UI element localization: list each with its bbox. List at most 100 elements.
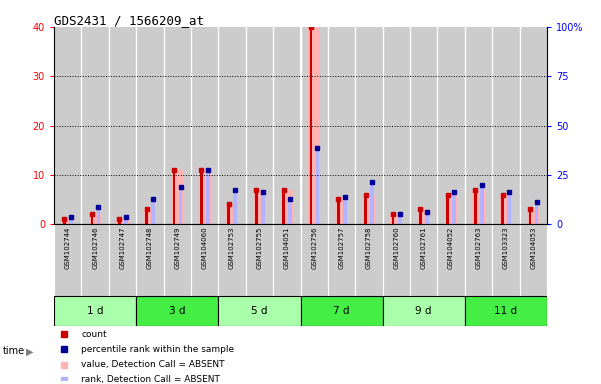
Bar xyxy=(282,190,285,224)
Bar xyxy=(178,187,183,224)
Bar xyxy=(300,27,328,224)
Bar xyxy=(218,27,246,224)
Bar xyxy=(535,202,538,224)
Bar xyxy=(363,195,375,224)
Text: percentile rank within the sample: percentile rank within the sample xyxy=(81,345,234,354)
Text: count: count xyxy=(81,330,107,339)
Bar xyxy=(233,190,237,224)
Bar xyxy=(499,195,512,224)
Text: GSM102761: GSM102761 xyxy=(421,226,427,269)
FancyBboxPatch shape xyxy=(218,224,246,296)
Text: GSM102760: GSM102760 xyxy=(393,226,399,269)
Bar xyxy=(355,27,383,224)
Bar xyxy=(171,170,183,224)
Bar xyxy=(255,190,257,224)
Bar xyxy=(445,195,457,224)
Bar xyxy=(91,214,93,224)
Bar xyxy=(474,190,477,224)
Bar xyxy=(392,214,394,224)
Bar xyxy=(118,219,121,224)
Text: GSM102756: GSM102756 xyxy=(311,226,317,269)
Bar xyxy=(310,27,313,224)
Bar xyxy=(191,27,218,224)
FancyBboxPatch shape xyxy=(519,224,547,296)
FancyBboxPatch shape xyxy=(328,224,355,296)
FancyBboxPatch shape xyxy=(218,296,300,326)
Bar xyxy=(62,219,74,224)
Text: time: time xyxy=(3,346,25,356)
Bar xyxy=(370,182,374,224)
FancyBboxPatch shape xyxy=(273,224,300,296)
Bar xyxy=(200,170,203,224)
Bar xyxy=(198,170,211,224)
Text: GSM102749: GSM102749 xyxy=(174,226,180,269)
FancyBboxPatch shape xyxy=(410,224,438,296)
Bar xyxy=(527,209,539,224)
FancyBboxPatch shape xyxy=(54,296,136,326)
Bar xyxy=(465,27,492,224)
Bar xyxy=(343,197,347,224)
Text: GSM102748: GSM102748 xyxy=(147,226,153,269)
Text: 11 d: 11 d xyxy=(494,306,517,316)
Bar xyxy=(246,27,273,224)
Text: GSM103323: GSM103323 xyxy=(503,226,509,269)
Bar xyxy=(69,217,73,224)
Bar xyxy=(227,204,230,224)
Bar xyxy=(172,170,175,224)
Text: GSM102763: GSM102763 xyxy=(475,226,481,269)
FancyBboxPatch shape xyxy=(54,224,82,296)
FancyBboxPatch shape xyxy=(191,224,218,296)
Bar xyxy=(398,214,401,224)
Bar xyxy=(136,27,163,224)
FancyBboxPatch shape xyxy=(136,224,163,296)
Bar xyxy=(390,214,403,224)
Text: GSM102746: GSM102746 xyxy=(92,226,98,269)
FancyBboxPatch shape xyxy=(246,224,273,296)
Bar xyxy=(253,190,266,224)
Bar xyxy=(144,209,156,224)
Bar xyxy=(364,195,367,224)
FancyBboxPatch shape xyxy=(383,296,465,326)
Bar xyxy=(472,190,484,224)
Bar xyxy=(337,199,340,224)
Bar xyxy=(145,209,148,224)
Text: 5 d: 5 d xyxy=(251,306,267,316)
FancyBboxPatch shape xyxy=(492,224,519,296)
Bar xyxy=(492,27,519,224)
FancyBboxPatch shape xyxy=(355,224,383,296)
Bar xyxy=(453,192,456,224)
Bar xyxy=(97,207,100,224)
Text: GSM104053: GSM104053 xyxy=(530,226,536,269)
Bar xyxy=(151,199,155,224)
Bar xyxy=(438,27,465,224)
Bar xyxy=(89,214,102,224)
Bar xyxy=(226,204,238,224)
Bar xyxy=(163,27,191,224)
Text: GSM102758: GSM102758 xyxy=(366,226,372,269)
Bar xyxy=(425,212,429,224)
Bar xyxy=(124,217,128,224)
Bar xyxy=(335,199,348,224)
Text: GSM104060: GSM104060 xyxy=(202,226,208,269)
FancyBboxPatch shape xyxy=(300,224,328,296)
Bar xyxy=(316,148,319,224)
Bar xyxy=(206,170,210,224)
Text: 1 d: 1 d xyxy=(87,306,103,316)
Text: GSM102757: GSM102757 xyxy=(338,226,344,269)
Bar xyxy=(507,192,511,224)
FancyBboxPatch shape xyxy=(136,296,218,326)
Bar xyxy=(109,27,136,224)
Bar xyxy=(82,27,109,224)
Text: 9 d: 9 d xyxy=(415,306,432,316)
Text: 3 d: 3 d xyxy=(169,306,186,316)
Text: GDS2431 / 1566209_at: GDS2431 / 1566209_at xyxy=(54,14,204,27)
Bar xyxy=(528,209,531,224)
FancyBboxPatch shape xyxy=(438,224,465,296)
Bar xyxy=(281,190,293,224)
Bar xyxy=(63,219,66,224)
Bar xyxy=(54,27,82,224)
Bar xyxy=(273,27,300,224)
Text: GSM102755: GSM102755 xyxy=(257,226,263,269)
Bar xyxy=(480,185,484,224)
Bar xyxy=(447,195,449,224)
